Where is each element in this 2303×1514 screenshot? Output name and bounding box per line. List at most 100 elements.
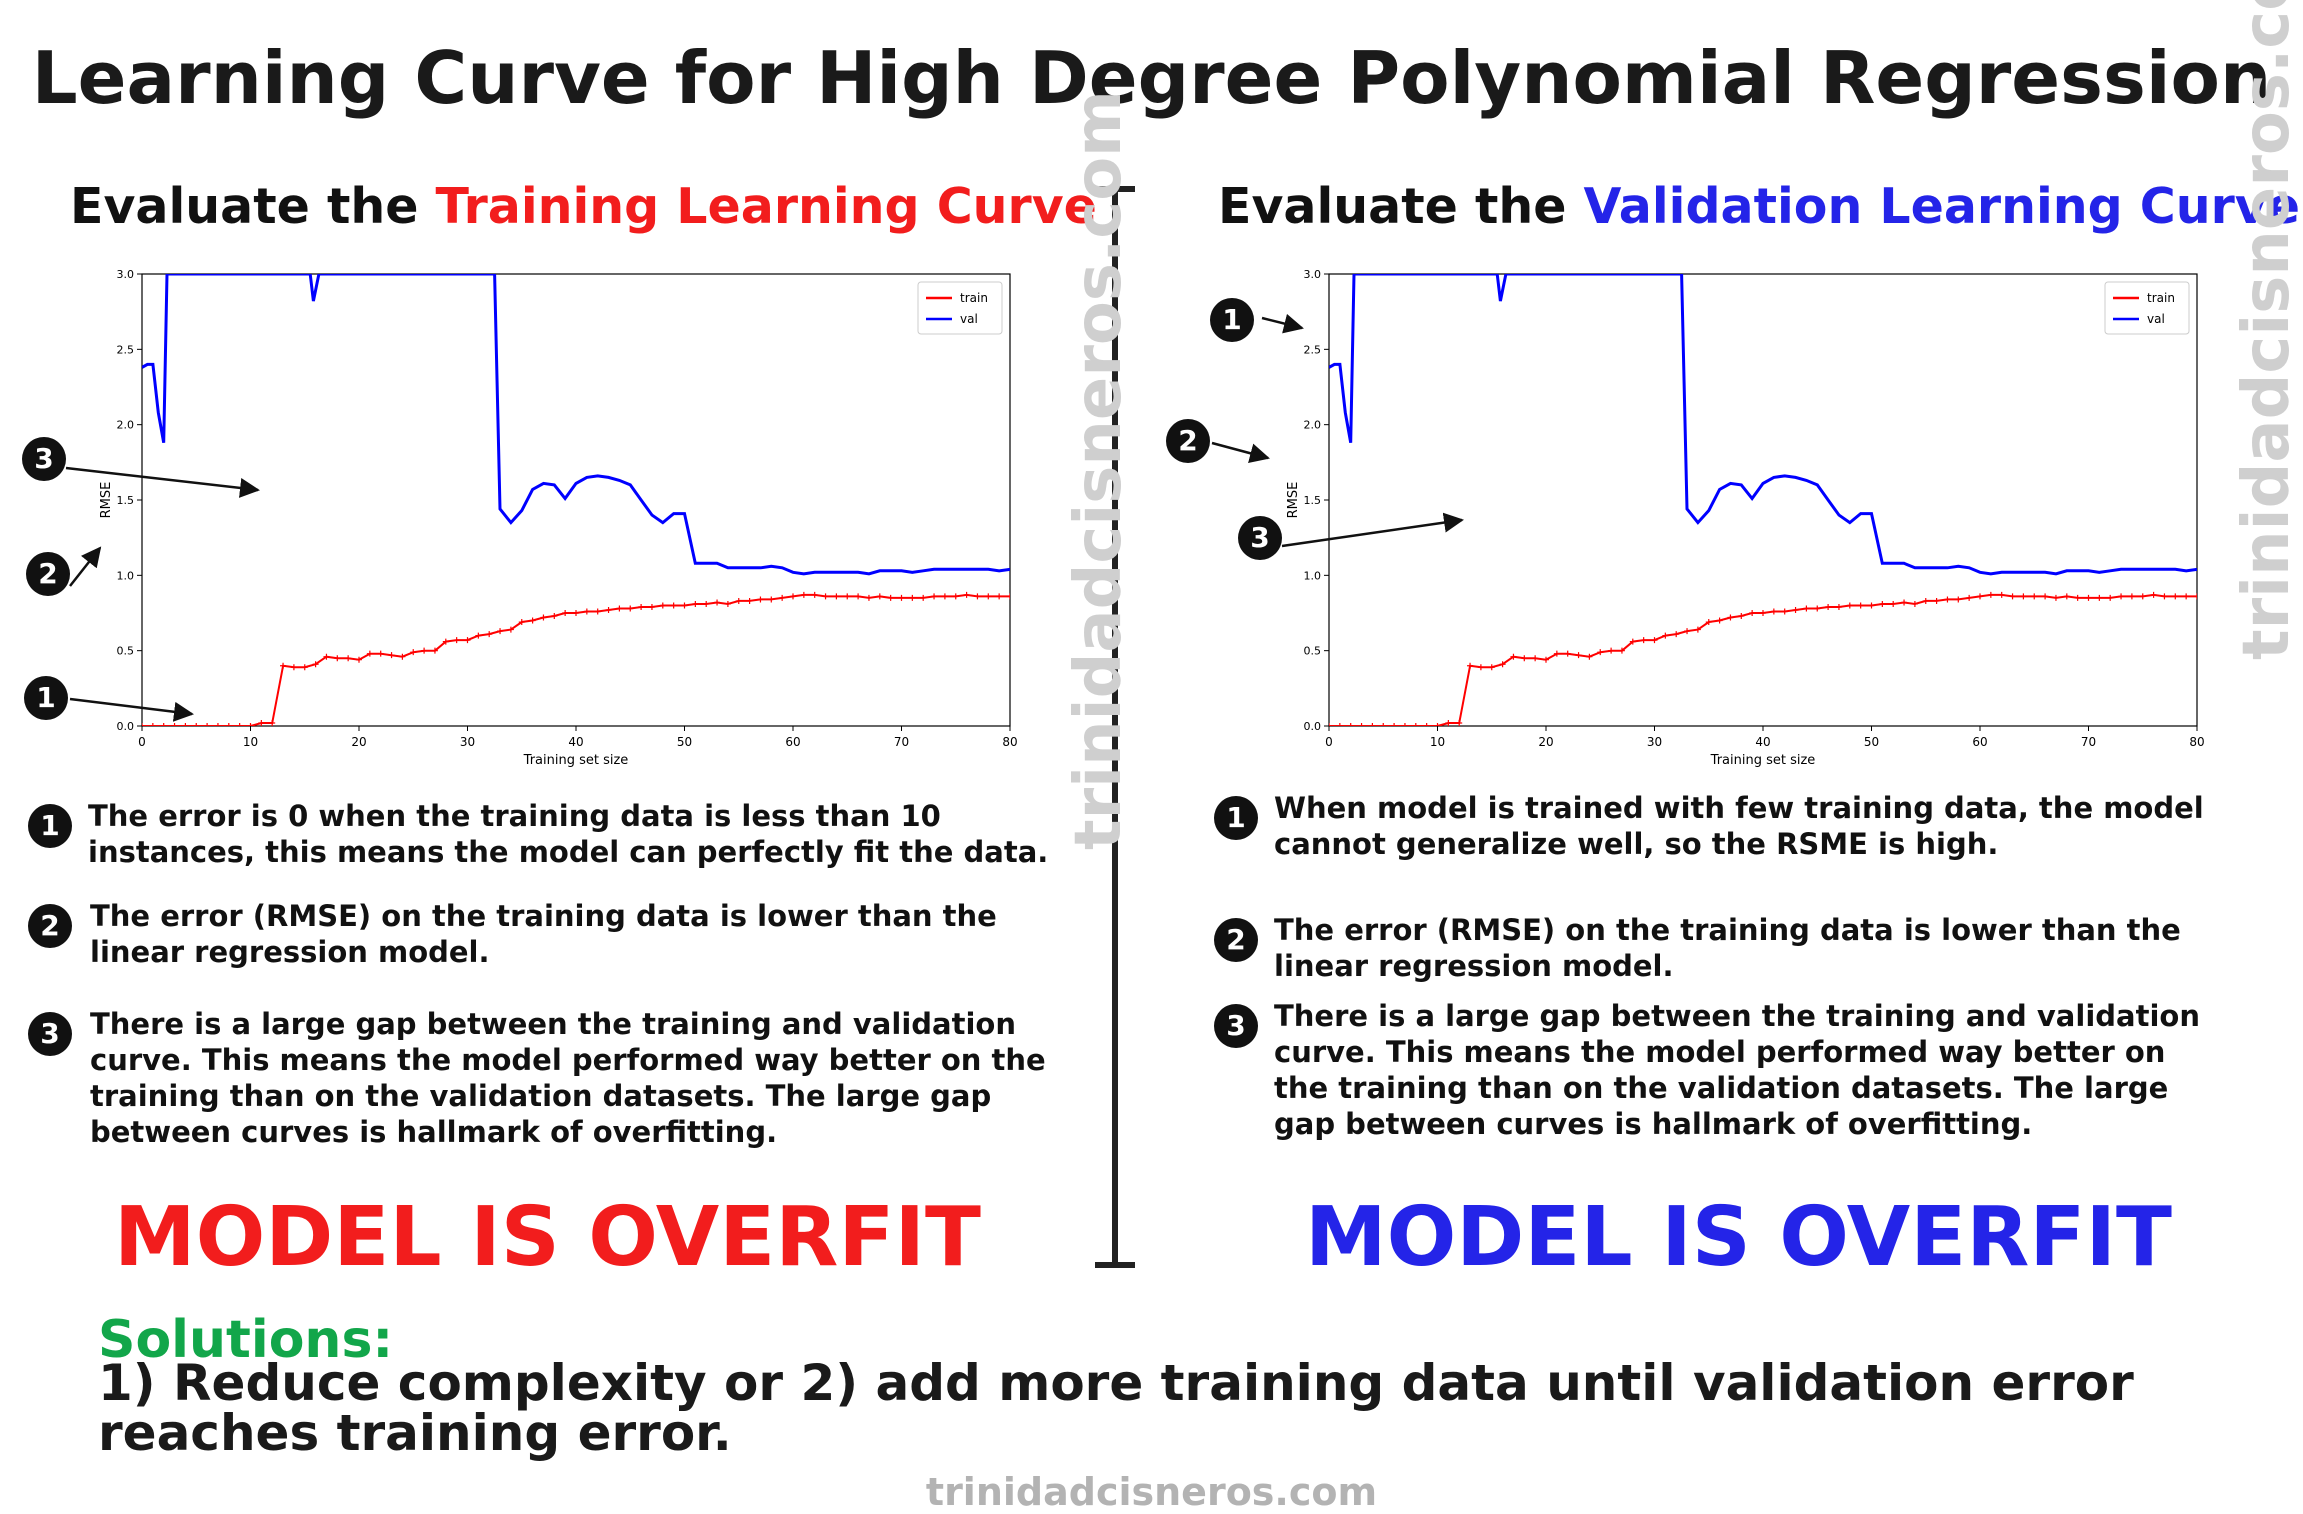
right-chart-series-train-point <box>2194 593 2197 600</box>
right-chart-series-train-point <box>1629 638 1636 645</box>
right-chart-series-train-point <box>1879 600 1886 607</box>
right-chart-series-train-point <box>1575 652 1582 659</box>
left-chart-series-train-point <box>724 600 731 607</box>
right-subtitle-prefix: Evaluate the <box>1218 178 1584 235</box>
divider-cap-bottom <box>1095 1262 1135 1268</box>
left-chart-series-train-point <box>822 593 829 600</box>
left-chart: 0 10 20 30 40 50 60 70 80 0.0 0.5 1.0 1.5 2.0 2.5 3.0 Tr… <box>90 258 1018 778</box>
right-chart-series-train-point <box>1564 650 1571 657</box>
right-note-badge-1: 1 <box>1214 796 1258 840</box>
left-chart-series-train-point <box>236 723 243 726</box>
right-chart-series-train-point <box>1922 597 1929 604</box>
left-chart-y-tick-label: 2.0 <box>117 419 135 432</box>
right-chart-series-train-point <box>1694 626 1701 633</box>
left-chart-series-train-point <box>193 723 200 726</box>
left-chart-series-train-point <box>670 602 677 609</box>
right-chart-series-train-point <box>1770 608 1777 615</box>
left-chart-series-train-point <box>366 650 373 657</box>
left-chart-series-train-point <box>345 655 352 662</box>
right-chart-series-train-point <box>1434 723 1441 726</box>
left-chart-series-train-point <box>985 593 992 600</box>
right-chart-series-train-point <box>2139 593 2146 600</box>
left-chart-series-train-point <box>399 653 406 660</box>
right-chart-series-train-point <box>1445 719 1452 726</box>
left-chart-y-tick-label: 1.5 <box>117 494 135 507</box>
left-chart-series-train-point <box>844 593 851 600</box>
right-chart-x-axis-label: Training set size <box>1710 753 1816 768</box>
right-chart-x-tick-label: 40 <box>1755 735 1770 749</box>
right-chart-series-train-point <box>1977 593 1983 600</box>
right-chart-series-train-point <box>1597 649 1604 656</box>
left-chart-series-train-point <box>312 661 319 668</box>
right-chart-series-train-point <box>1488 664 1495 671</box>
right-chart-legend-label-val: val <box>2147 312 2165 326</box>
left-chart-series-train-point <box>388 652 395 659</box>
right-chart-y-tick-label: 2.0 <box>1304 419 1322 432</box>
divider-cap-top <box>1095 186 1135 192</box>
left-chart-series-train-point <box>681 602 688 609</box>
right-chart-series-train-point <box>1477 664 1484 671</box>
left-chart-series-train-point <box>931 593 938 600</box>
left-chart-series-train-point <box>182 723 189 726</box>
left-chart-series-train-point <box>225 723 232 726</box>
left-chart-series-train-point <box>974 593 981 600</box>
right-chart-series-train-point <box>2031 593 2038 600</box>
left-chart-x-tick-label: 60 <box>785 735 800 749</box>
left-chart-series-train-point <box>746 597 753 604</box>
left-chart-series-train-point <box>247 723 254 726</box>
right-chart-series-train-point <box>1966 594 1973 601</box>
right-chart-series-train-point <box>2020 593 2027 600</box>
left-chart-series-train-point <box>714 599 721 606</box>
left-chart-series-train-point <box>616 605 623 612</box>
left-callout-badge-2: 2 <box>26 552 70 596</box>
left-chart-series-train-point <box>573 610 579 616</box>
center-watermark: trinidadcisneros.com <box>1062 90 1136 850</box>
divider-line <box>1112 188 1118 1266</box>
left-chart-series-train-point <box>204 723 211 726</box>
right-chart-y-axis-label: RMSE <box>1286 482 1301 519</box>
left-chart-series-train-point <box>876 593 883 600</box>
right-chart-series-train-point <box>2107 594 2114 601</box>
right-chart-series-train-point <box>2063 593 2070 600</box>
left-chart-series-train-point <box>171 723 178 726</box>
left-chart-series-train-point <box>334 655 341 662</box>
right-verdict: MODEL IS OVERFIT <box>1305 1190 2172 1285</box>
left-chart-series-train-point <box>290 664 297 671</box>
left-chart-series-train-point <box>605 606 612 613</box>
right-chart-series-train-point <box>1846 602 1853 609</box>
right-chart-series-train-point <box>1401 723 1408 726</box>
left-chart-series-val-line <box>142 274 1010 576</box>
left-chart-series-train-point <box>952 593 959 600</box>
right-chart-series-train-point <box>2009 593 2016 600</box>
right-subtitle: Evaluate the Validation Learning Curve <box>1218 178 2300 235</box>
left-chart-series-train-point <box>214 723 221 726</box>
right-chart-series-train-point <box>1467 662 1474 669</box>
left-chart-legend-label-train: train <box>960 291 988 305</box>
right-chart-series-train-point <box>1369 723 1376 726</box>
right-chart-series-train-point <box>1662 632 1669 639</box>
right-chart-x-tick-label: 10 <box>1430 735 1445 749</box>
left-note-3: There is a large gap between the trainin… <box>90 1007 1046 1149</box>
right-chart-y-tick-label: 1.0 <box>1304 569 1322 582</box>
left-chart-series-train-point <box>507 626 514 633</box>
left-callout-badge-3: 3 <box>22 437 66 481</box>
left-chart-series-train-point <box>475 632 482 639</box>
right-chart-x-tick-label: 60 <box>1972 735 1987 749</box>
left-chart-series-train-point <box>833 593 840 600</box>
left-chart-x-tick-label: 50 <box>677 735 692 749</box>
right-chart-series-train-point <box>1814 605 1821 612</box>
left-chart-series-train-point <box>377 650 384 657</box>
left-chart-series-train-point <box>920 594 927 601</box>
right-chart-series-train-point <box>1857 602 1864 609</box>
right-arrow-2 <box>1211 441 1270 464</box>
right-chart-series-train-point <box>1521 655 1528 662</box>
left-chart-y-tick-label: 2.5 <box>117 343 135 356</box>
right-chart-legend-label-train: train <box>2147 291 2175 305</box>
left-chart-series-train-point <box>497 628 504 635</box>
right-chart-series-val-line <box>1329 274 2197 576</box>
left-chart-y-tick-label: 0.0 <box>117 720 135 733</box>
left-chart-series-train-point <box>909 594 916 601</box>
left-chart-series-train-point <box>779 594 786 601</box>
right-chart-series-train-point <box>1998 591 2005 598</box>
right-chart-series-train-point <box>1553 650 1560 657</box>
